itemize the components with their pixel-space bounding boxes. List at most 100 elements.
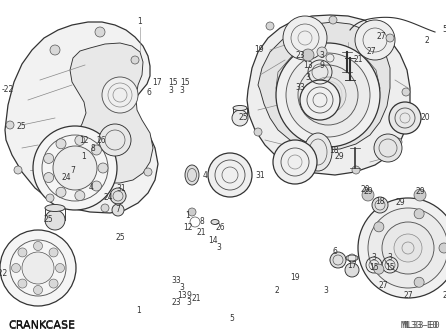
Text: 33: 33 — [172, 276, 182, 285]
Circle shape — [6, 121, 14, 129]
Text: 9: 9 — [320, 60, 324, 69]
Polygon shape — [276, 46, 380, 128]
Circle shape — [91, 181, 101, 191]
Circle shape — [232, 110, 248, 126]
Circle shape — [266, 22, 274, 30]
Text: 2: 2 — [274, 286, 279, 295]
Text: 17: 17 — [347, 261, 357, 270]
Circle shape — [91, 145, 101, 155]
Text: 25: 25 — [116, 233, 125, 241]
Circle shape — [374, 134, 402, 162]
Text: 2: 2 — [442, 291, 446, 300]
Circle shape — [372, 197, 388, 213]
Text: 20: 20 — [420, 114, 430, 123]
Text: 4: 4 — [89, 183, 94, 191]
Ellipse shape — [346, 255, 358, 261]
Circle shape — [310, 77, 346, 113]
Circle shape — [53, 146, 97, 190]
Text: 3: 3 — [306, 73, 310, 82]
Circle shape — [329, 16, 337, 24]
Text: 18: 18 — [329, 147, 339, 155]
Circle shape — [102, 77, 138, 113]
Text: 31: 31 — [116, 184, 126, 193]
Circle shape — [368, 208, 446, 288]
Text: 6: 6 — [147, 89, 152, 97]
Text: 6: 6 — [333, 247, 338, 257]
Text: 12: 12 — [183, 223, 193, 232]
Text: 3: 3 — [179, 284, 184, 292]
Circle shape — [55, 264, 65, 273]
Circle shape — [110, 188, 126, 204]
Circle shape — [414, 209, 424, 219]
Text: 2: 2 — [425, 36, 429, 44]
Circle shape — [286, 53, 370, 137]
Ellipse shape — [304, 133, 332, 171]
Text: 7: 7 — [116, 205, 120, 214]
Text: 31: 31 — [255, 170, 265, 179]
Circle shape — [44, 173, 54, 183]
Text: 27: 27 — [403, 292, 413, 301]
Circle shape — [414, 189, 426, 201]
Polygon shape — [5, 22, 158, 213]
Circle shape — [45, 210, 65, 230]
Text: 3: 3 — [180, 86, 184, 95]
Text: 29: 29 — [415, 187, 425, 196]
Circle shape — [0, 230, 76, 306]
Text: 9: 9 — [187, 291, 191, 300]
Text: 3: 3 — [320, 50, 324, 59]
Circle shape — [95, 27, 105, 37]
Text: 15: 15 — [369, 263, 379, 272]
Text: 5: 5 — [230, 315, 234, 323]
Circle shape — [439, 243, 446, 253]
Circle shape — [394, 138, 402, 146]
Circle shape — [75, 135, 85, 145]
Circle shape — [402, 88, 410, 96]
Text: 26: 26 — [215, 223, 225, 232]
Circle shape — [298, 65, 358, 125]
Text: 13: 13 — [303, 60, 313, 69]
Text: -22: -22 — [2, 86, 14, 95]
Circle shape — [300, 80, 340, 120]
Circle shape — [18, 279, 27, 288]
Text: 1: 1 — [136, 306, 140, 315]
Text: 24: 24 — [61, 173, 71, 181]
Circle shape — [49, 248, 58, 257]
Circle shape — [98, 163, 108, 173]
Text: 3: 3 — [323, 286, 328, 295]
Circle shape — [14, 166, 22, 174]
Circle shape — [317, 47, 327, 57]
Circle shape — [254, 128, 262, 136]
Circle shape — [382, 222, 434, 274]
Text: 21: 21 — [197, 228, 206, 236]
Text: 8: 8 — [200, 217, 204, 226]
Text: 33: 33 — [295, 84, 305, 93]
Polygon shape — [247, 15, 410, 175]
Text: 3: 3 — [168, 86, 173, 95]
Text: -22: -22 — [0, 270, 8, 278]
Text: 20: 20 — [361, 185, 371, 194]
Text: 3: 3 — [216, 243, 221, 252]
Text: 12: 12 — [79, 136, 89, 145]
Circle shape — [131, 56, 139, 64]
Text: 26: 26 — [97, 136, 107, 145]
Circle shape — [99, 124, 131, 156]
Circle shape — [273, 140, 317, 184]
Text: ML33-E0: ML33-E0 — [401, 322, 438, 331]
Text: 1: 1 — [82, 153, 86, 161]
Text: 5: 5 — [442, 25, 446, 34]
Circle shape — [33, 241, 42, 250]
Circle shape — [208, 153, 252, 197]
Text: 25: 25 — [17, 123, 26, 131]
Circle shape — [281, 160, 289, 168]
Text: ML33-E0: ML33-E0 — [402, 321, 440, 330]
Circle shape — [374, 222, 384, 232]
Circle shape — [188, 208, 196, 216]
Text: 3: 3 — [388, 253, 392, 262]
Text: 15: 15 — [168, 78, 178, 87]
Circle shape — [386, 34, 394, 42]
Text: 27: 27 — [378, 281, 388, 290]
Text: 29: 29 — [334, 152, 344, 161]
Circle shape — [345, 263, 359, 277]
Circle shape — [33, 286, 42, 295]
Circle shape — [49, 279, 58, 288]
